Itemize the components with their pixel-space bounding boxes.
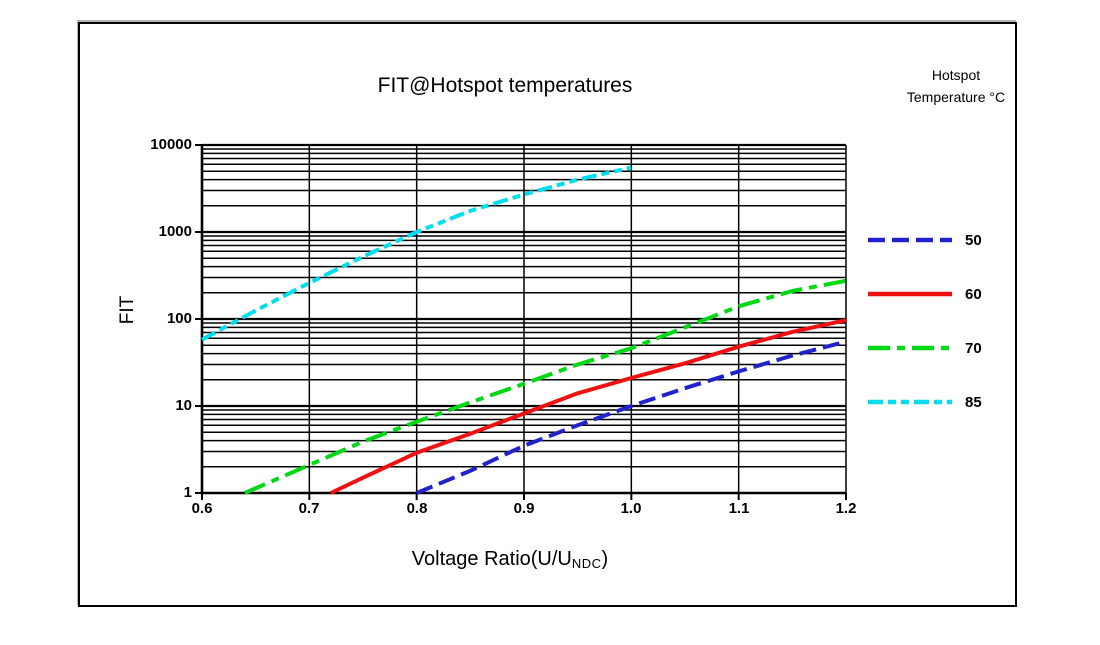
legend-label-50: 50 <box>965 231 982 249</box>
legend-line-sample-50 <box>868 237 952 243</box>
y-axis-label: FIT <box>117 295 138 325</box>
legend-entry-60: 60 <box>868 284 1078 304</box>
legend-line-sample-60 <box>868 291 952 297</box>
x-axis-label-main: Voltage Ratio(U/U <box>411 548 572 570</box>
legend-line-sample-85 <box>868 399 952 405</box>
legend-label-70: 70 <box>965 339 982 357</box>
x-tick-0.9: 0.9 <box>513 500 535 517</box>
y-tick-10000: 10000 <box>150 136 192 153</box>
legend-label-60: 60 <box>965 285 982 303</box>
x-tick-0.8: 0.8 <box>406 500 428 517</box>
y-tick-1000: 1000 <box>158 223 192 240</box>
legend-entry-50: 50 <box>868 230 1078 250</box>
legend-line-sample-70 <box>868 345 952 351</box>
x-tick-1.2: 1.2 <box>835 500 857 517</box>
x-axis-label-close: ) <box>601 548 609 570</box>
x-tick-1.1: 1.1 <box>728 500 750 517</box>
legend-label-85: 85 <box>965 393 982 411</box>
legend-title-line2: Temperature °C <box>906 89 1006 105</box>
y-tick-1: 1 <box>183 484 192 501</box>
x-tick-0.6: 0.6 <box>191 500 213 517</box>
chart-title: FIT@Hotspot temperatures <box>377 74 633 97</box>
x-axis-label: Voltage Ratio(U/UNDC) <box>190 548 830 571</box>
y-tick-100: 100 <box>166 310 192 327</box>
legend-title-line1: Hotspot <box>931 67 981 83</box>
legend-entry-70: 70 <box>868 338 1078 358</box>
x-axis-label-subscript: NDC <box>571 556 602 571</box>
x-tick-1.0: 1.0 <box>620 500 642 517</box>
y-tick-10: 10 <box>175 397 192 414</box>
legend-entry-85: 85 <box>868 392 1078 412</box>
x-tick-0.7: 0.7 <box>298 500 320 517</box>
chart-frame: FIT@Hotspot temperatures FIT 10000 1000 … <box>78 22 1017 607</box>
legend-title: Hotspot Temperature °C <box>856 64 1056 108</box>
plot-area <box>195 143 847 500</box>
